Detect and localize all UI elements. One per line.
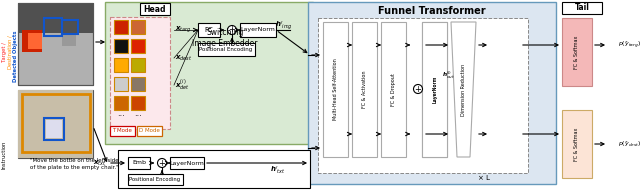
Text: $\boldsymbol{h}'_{img}$: $\boldsymbol{h}'_{img}$	[275, 20, 293, 32]
Circle shape	[227, 26, 237, 35]
Bar	[422, 22, 447, 157]
Bar	[110, 17, 170, 129]
Circle shape	[413, 84, 422, 93]
Bar	[170, 157, 204, 169]
Text: of the plate to the empty chair.": of the plate to the empty chair."	[30, 165, 118, 170]
Bar	[352, 22, 377, 157]
Text: LayerNorm: LayerNorm	[432, 76, 437, 103]
Bar	[18, 90, 93, 158]
Bar	[105, 2, 313, 144]
Text: +: +	[228, 26, 236, 35]
Text: ...: ...	[117, 108, 125, 118]
Text: Detected Objects: Detected Objects	[13, 30, 18, 82]
Bar	[44, 118, 64, 140]
Text: FC & Softmax: FC & Softmax	[575, 127, 579, 161]
Text: D Mode: D Mode	[139, 129, 159, 134]
Text: +: +	[159, 159, 165, 168]
Bar	[114, 77, 128, 91]
Bar	[114, 20, 128, 34]
Bar	[18, 90, 93, 158]
Text: $\boldsymbol{h}'_{txt}$: $\boldsymbol{h}'_{txt}$	[270, 164, 285, 176]
Text: FC: FC	[205, 27, 213, 33]
Text: Instruction: Instruction	[2, 141, 7, 169]
Text: +: +	[415, 84, 421, 93]
Bar	[46, 120, 62, 138]
Bar	[18, 3, 93, 85]
Text: Multi-Head Self-Attention: Multi-Head Self-Attention	[333, 59, 338, 120]
Bar	[118, 150, 310, 188]
Bar	[18, 3, 93, 33]
Text: Positional Encoding: Positional Encoding	[200, 47, 253, 52]
Bar	[62, 34, 76, 46]
Text: $\boldsymbol{x}_{txt}$: $\boldsymbol{x}_{txt}$	[93, 158, 107, 168]
Bar	[240, 23, 276, 37]
Bar	[323, 22, 348, 157]
Bar	[308, 2, 556, 184]
Bar	[131, 96, 145, 110]
Text: Destination /: Destination /	[7, 35, 12, 69]
Text: Head: Head	[144, 4, 166, 13]
Bar	[562, 18, 592, 86]
Text: FC & Dropout: FC & Dropout	[391, 73, 396, 106]
Bar	[140, 3, 170, 15]
Text: Target /: Target /	[2, 42, 7, 62]
Text: $\boldsymbol{x}_{targ}$: $\boldsymbol{x}_{targ}$	[175, 25, 192, 35]
Bar	[18, 3, 93, 85]
Text: Dimension Reduction: Dimension Reduction	[461, 63, 466, 116]
Text: $p(\hat{y}_{dest})$: $p(\hat{y}_{dest})$	[618, 139, 640, 149]
Bar	[198, 23, 220, 37]
Text: × L: × L	[478, 175, 490, 181]
Text: Emb: Emb	[132, 160, 146, 166]
Text: $\boldsymbol{x}_{dest}$: $\boldsymbol{x}_{dest}$	[175, 53, 193, 63]
Text: FC & Activation: FC & Activation	[362, 71, 367, 108]
Text: $\boldsymbol{h}_{out}^{(l)}$: $\boldsymbol{h}_{out}^{(l)}$	[442, 69, 456, 81]
Bar	[198, 43, 255, 56]
Bar	[131, 20, 145, 34]
Bar	[114, 39, 128, 53]
Text: LayerNorm: LayerNorm	[432, 76, 437, 103]
Bar	[62, 20, 78, 34]
Text: Tail: Tail	[575, 4, 589, 12]
Bar	[131, 39, 145, 53]
Text: T Mode: T Mode	[112, 129, 132, 134]
Text: $\boldsymbol{x}_{det}^{(i)}$: $\boldsymbol{x}_{det}^{(i)}$	[175, 78, 190, 92]
Text: ...: ...	[134, 108, 142, 118]
Bar	[28, 33, 42, 49]
Bar	[22, 30, 42, 52]
Text: LayerNorm: LayerNorm	[241, 27, 275, 33]
Bar	[131, 77, 145, 91]
Bar	[381, 22, 406, 157]
Text: Funnel Transformer: Funnel Transformer	[378, 6, 486, 16]
Bar	[114, 96, 128, 110]
Bar	[131, 58, 145, 72]
Bar	[128, 174, 183, 185]
Bar	[562, 2, 602, 14]
Bar	[22, 94, 90, 152]
Text: "Move the bottle on the left side: "Move the bottle on the left side	[30, 158, 118, 163]
Bar	[137, 126, 162, 136]
Text: LayerNorm: LayerNorm	[170, 160, 204, 166]
Polygon shape	[451, 22, 476, 157]
Text: Positional Encoding: Positional Encoding	[129, 177, 180, 182]
Bar	[318, 18, 528, 173]
Bar	[422, 22, 447, 157]
Bar	[562, 110, 592, 178]
Text: Switching
Image Embedder: Switching Image Embedder	[192, 28, 258, 48]
Text: $p(\hat{y}_{targ})$: $p(\hat{y}_{targ})$	[618, 40, 640, 51]
Circle shape	[157, 159, 166, 168]
Bar	[44, 18, 62, 36]
Bar	[128, 157, 150, 169]
Bar	[114, 58, 128, 72]
Bar	[110, 126, 135, 136]
Text: FC & Softmax: FC & Softmax	[575, 35, 579, 69]
